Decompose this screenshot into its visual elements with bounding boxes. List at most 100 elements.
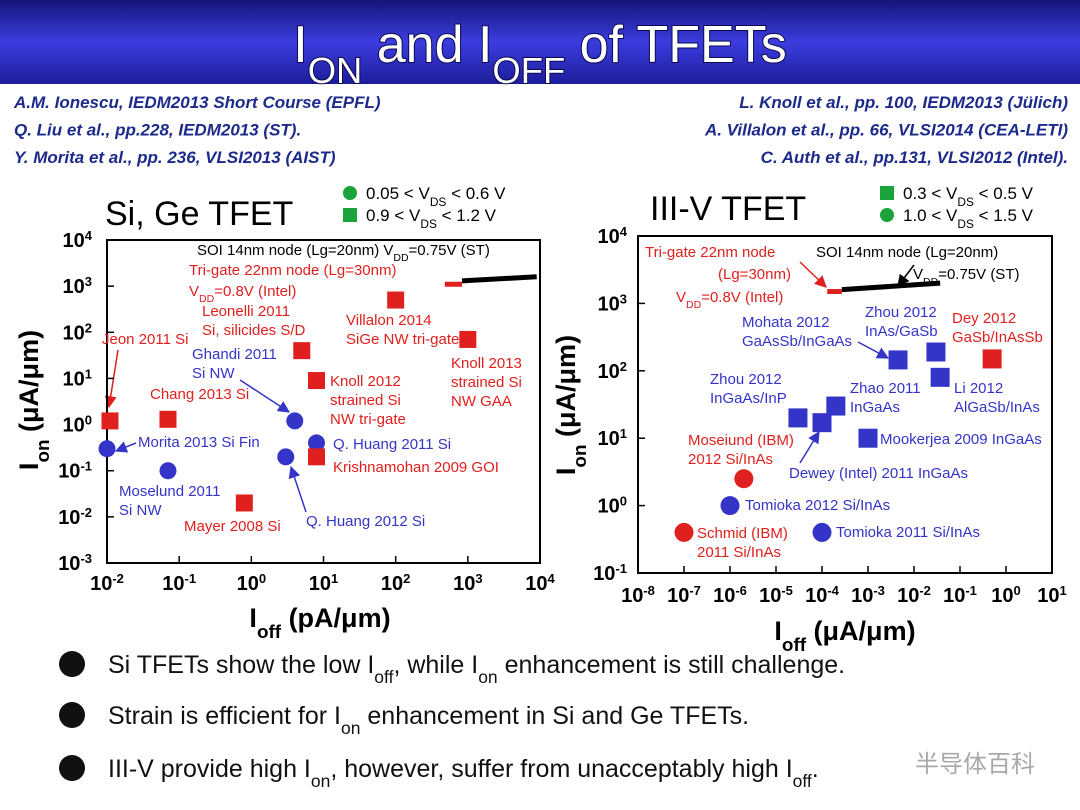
text-part: =0.8V (Intel) — [214, 283, 296, 300]
text-part: . — [812, 755, 819, 783]
text-part: ON — [308, 50, 363, 91]
data-point — [277, 448, 295, 466]
arrow — [897, 264, 915, 287]
text-part: -7 — [689, 583, 701, 598]
text-part: 0 — [1014, 583, 1021, 598]
point-label: Morita 2013 Si Fin — [138, 434, 260, 451]
text-part: 10 — [805, 585, 827, 607]
text-part: V — [676, 289, 686, 306]
text-part: 10 — [90, 573, 112, 595]
text-part: 10 — [63, 276, 85, 298]
text-part: < 0.5 V — [974, 184, 1034, 203]
text-part: 10 — [759, 585, 781, 607]
text-part: -3 — [80, 551, 92, 566]
bullet-text: III-V provide high Ion, however, suffer … — [108, 755, 819, 791]
text-part: DD — [199, 293, 215, 305]
text-part: V — [913, 266, 923, 283]
y-tick-label: 100 — [63, 412, 92, 437]
data-point — [888, 350, 908, 370]
text-part: off — [257, 622, 282, 643]
point-label: Dey 2012 — [952, 310, 1016, 327]
text-part: I — [293, 16, 307, 74]
slide-title: ION and IOFF of TFETs — [293, 16, 786, 91]
point-label: Dewey (Intel) 2011 InGaAs — [789, 465, 968, 482]
point-label: Moseiund (IBM) — [688, 432, 794, 449]
text-part: OFF — [492, 50, 565, 91]
chart-title: III-V TFET — [650, 190, 806, 228]
data-point — [459, 330, 477, 348]
text-part: 4 — [620, 224, 628, 239]
text-part: 10 — [525, 573, 547, 595]
bullet-text: Si TFETs show the low Ioff, while Ion en… — [108, 651, 845, 687]
point-label: 2011 Si/InAs — [697, 544, 781, 561]
point-label: Villalon 2014 — [346, 312, 432, 329]
text-part: 10 — [598, 293, 620, 315]
text-part: -2 — [80, 504, 92, 519]
text-part: off — [793, 771, 812, 791]
x-tick-label: 10-4 — [805, 583, 840, 608]
text-part: 1 — [331, 571, 338, 586]
line-label: VDD=0.8V (Intel) — [676, 289, 783, 311]
text-part: Strain is efficient for I — [108, 702, 341, 730]
arrow — [239, 379, 291, 413]
text-part: 0 — [259, 571, 266, 586]
text-part: on — [311, 771, 330, 791]
data-point — [858, 428, 878, 448]
x-tick-label: 10-1 — [943, 583, 977, 608]
text-part: 2 — [85, 320, 92, 335]
text-part: -1 — [80, 458, 92, 473]
text-part: 3 — [85, 274, 92, 289]
x-tick-label: 101 — [309, 571, 338, 596]
point-label: strained Si — [330, 392, 401, 409]
point-label: Q. Huang 2012 Si — [306, 513, 425, 530]
watermark: 半导体百科 — [915, 751, 1035, 778]
data-point — [826, 396, 846, 416]
reference: Y. Morita et al., pp. 236, VLSI2013 (AIS… — [14, 148, 336, 167]
text-part: -1 — [615, 561, 627, 576]
y-tick-label: 101 — [598, 426, 627, 451]
data-point — [308, 434, 326, 452]
x-tick-label: 104 — [525, 571, 555, 596]
data-point — [293, 342, 311, 360]
x-tick-label: 103 — [453, 571, 482, 596]
point-label: Leonelli 2011 — [202, 303, 290, 320]
y-tick-label: 100 — [598, 493, 627, 518]
text-part: on — [570, 444, 591, 467]
y-tick-label: 102 — [598, 358, 627, 383]
text-part: (pA/μm) — [281, 603, 391, 633]
text-part: DD — [393, 252, 409, 264]
x-tick-label: 10-2 — [897, 583, 931, 608]
text-part: 1 — [1060, 583, 1067, 598]
y-tick-label: 10-2 — [58, 504, 92, 529]
text-part: 10 — [598, 226, 620, 248]
text-part: -1 — [185, 571, 197, 586]
bullet-dot — [59, 702, 85, 728]
legend-label: 0.3 < VDS < 0.5 V — [903, 184, 1034, 209]
arrow — [799, 430, 820, 464]
point-label: Chang 2013 Si — [150, 386, 249, 403]
point-label: Zhou 2012 — [865, 304, 937, 321]
text-part: on — [341, 718, 360, 738]
y-tick-label: 10-1 — [58, 458, 92, 483]
point-label: Li 2012 — [954, 380, 1003, 397]
data-point — [235, 494, 253, 512]
title-bar — [0, 0, 1080, 84]
point-label: Si, silicides S/D — [202, 322, 306, 339]
reference: Q. Liu et al., pp.228, IEDM2013 (ST). — [14, 121, 301, 140]
data-point — [812, 522, 832, 542]
text-part: 10 — [58, 461, 80, 483]
arrow — [288, 465, 307, 513]
text-part: 4 — [548, 571, 556, 586]
chart-title: Si, Ge TFET — [105, 195, 293, 233]
x-tick-label: 10-7 — [667, 583, 701, 608]
text-part: 3 — [475, 571, 482, 586]
text-part: 0 — [620, 493, 627, 508]
point-label: InAs/GaSb — [865, 323, 938, 340]
text-part: -5 — [781, 583, 793, 598]
node-line — [841, 280, 941, 293]
data-point — [308, 448, 326, 466]
text-part: 10 — [63, 322, 85, 344]
text-part: I — [249, 603, 257, 633]
point-label: Tomioka 2011 Si/InAs — [836, 524, 980, 541]
text-part: 10 — [237, 573, 259, 595]
